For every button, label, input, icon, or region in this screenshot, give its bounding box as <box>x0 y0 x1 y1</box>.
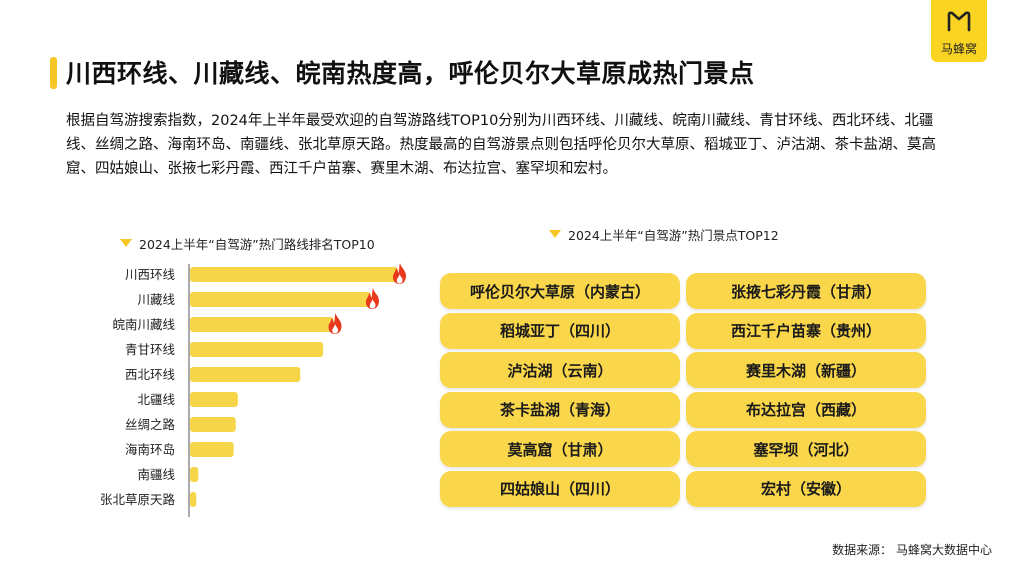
hot-spot-cell: 稻城亚丁（四川） <box>440 312 680 349</box>
hot-spot-cell: 茶卡盐湖（青海） <box>440 391 680 428</box>
bar <box>190 442 234 457</box>
bar <box>190 292 371 307</box>
bar <box>190 467 199 482</box>
hot-spot-cell: 呼伦贝尔大草原（内蒙古） <box>440 273 680 309</box>
hot-spot-cell: 张掖七彩丹霞（甘肃） <box>686 273 926 309</box>
mafengwo-logo: 马蜂窝 <box>931 0 987 62</box>
hot-spot-cell: 塞罕坝（河北） <box>686 431 926 467</box>
spots-table-title: 2024上半年“自驾游”热门景点TOP12 <box>549 225 779 244</box>
category-label: 川西环线 <box>125 267 176 282</box>
bar <box>190 342 324 357</box>
bar <box>190 492 197 507</box>
hot-spot-cell: 宏村（安徽） <box>686 470 926 507</box>
category-label: 皖南川藏线 <box>112 317 175 332</box>
category-label: 张北草原天路 <box>100 492 176 507</box>
fire-icon <box>328 313 342 334</box>
hot-spot-cell: 四姑娘山（四川） <box>440 470 680 507</box>
bar <box>190 267 398 282</box>
hot-spot-cell: 西江千户苗寨（贵州） <box>686 312 926 349</box>
category-label: 青甘环线 <box>125 342 176 357</box>
data-source: 数据来源： 马蜂窝大数据中心 <box>832 543 992 557</box>
hot-spot-cell: 赛里木湖（新疆） <box>686 352 926 388</box>
bar <box>190 417 236 432</box>
bee-logo-icon <box>947 11 971 32</box>
category-label: 南疆线 <box>137 467 175 482</box>
title-accent-bar <box>50 57 57 89</box>
description-paragraph: 根据自驾游搜索指数，2024年上半年最受欢迎的自驾游路线TOP10分别为川西环线… <box>66 113 936 177</box>
hot-spot-cell: 布达拉宫（西藏） <box>686 391 926 428</box>
spots-table-title-text: 2024上半年“自驾游”热门景点TOP12 <box>568 228 779 243</box>
category-label: 北疆线 <box>137 392 175 407</box>
bar <box>190 317 334 332</box>
triangle-bullet-icon <box>549 230 561 238</box>
bar <box>190 392 238 407</box>
logo-text: 马蜂窝 <box>940 42 977 56</box>
bar <box>190 367 301 382</box>
bar-chart-title: 2024上半年“自驾游”热门路线排名TOP10 <box>120 234 375 253</box>
page-title: 川西环线、川藏线、皖南热度高，呼伦贝尔大草原成热门景点 <box>66 59 755 88</box>
category-label: 西北环线 <box>125 367 176 382</box>
triangle-bullet-icon <box>120 239 132 247</box>
hot-spot-cell: 莫高窟（甘肃） <box>440 431 680 467</box>
hot-spot-cell: 泸沽湖（云南） <box>440 352 680 388</box>
fire-icon <box>365 288 379 309</box>
category-label: 海南环岛 <box>125 442 175 457</box>
bar-chart-title-text: 2024上半年“自驾游”热门路线排名TOP10 <box>139 237 375 252</box>
fire-icon <box>393 263 406 284</box>
category-label: 丝绸之路 <box>125 417 176 432</box>
category-label: 川藏线 <box>137 292 175 307</box>
